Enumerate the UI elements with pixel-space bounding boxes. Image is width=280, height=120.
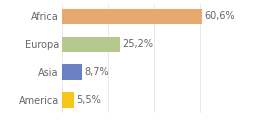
Bar [62, 36, 120, 52]
Text: 60,6%: 60,6% [204, 11, 235, 21]
Text: 25,2%: 25,2% [122, 39, 153, 49]
Bar [62, 9, 202, 24]
Text: 8,7%: 8,7% [84, 67, 109, 77]
Text: 5,5%: 5,5% [77, 95, 101, 105]
Bar [62, 64, 82, 80]
Bar [62, 92, 74, 108]
